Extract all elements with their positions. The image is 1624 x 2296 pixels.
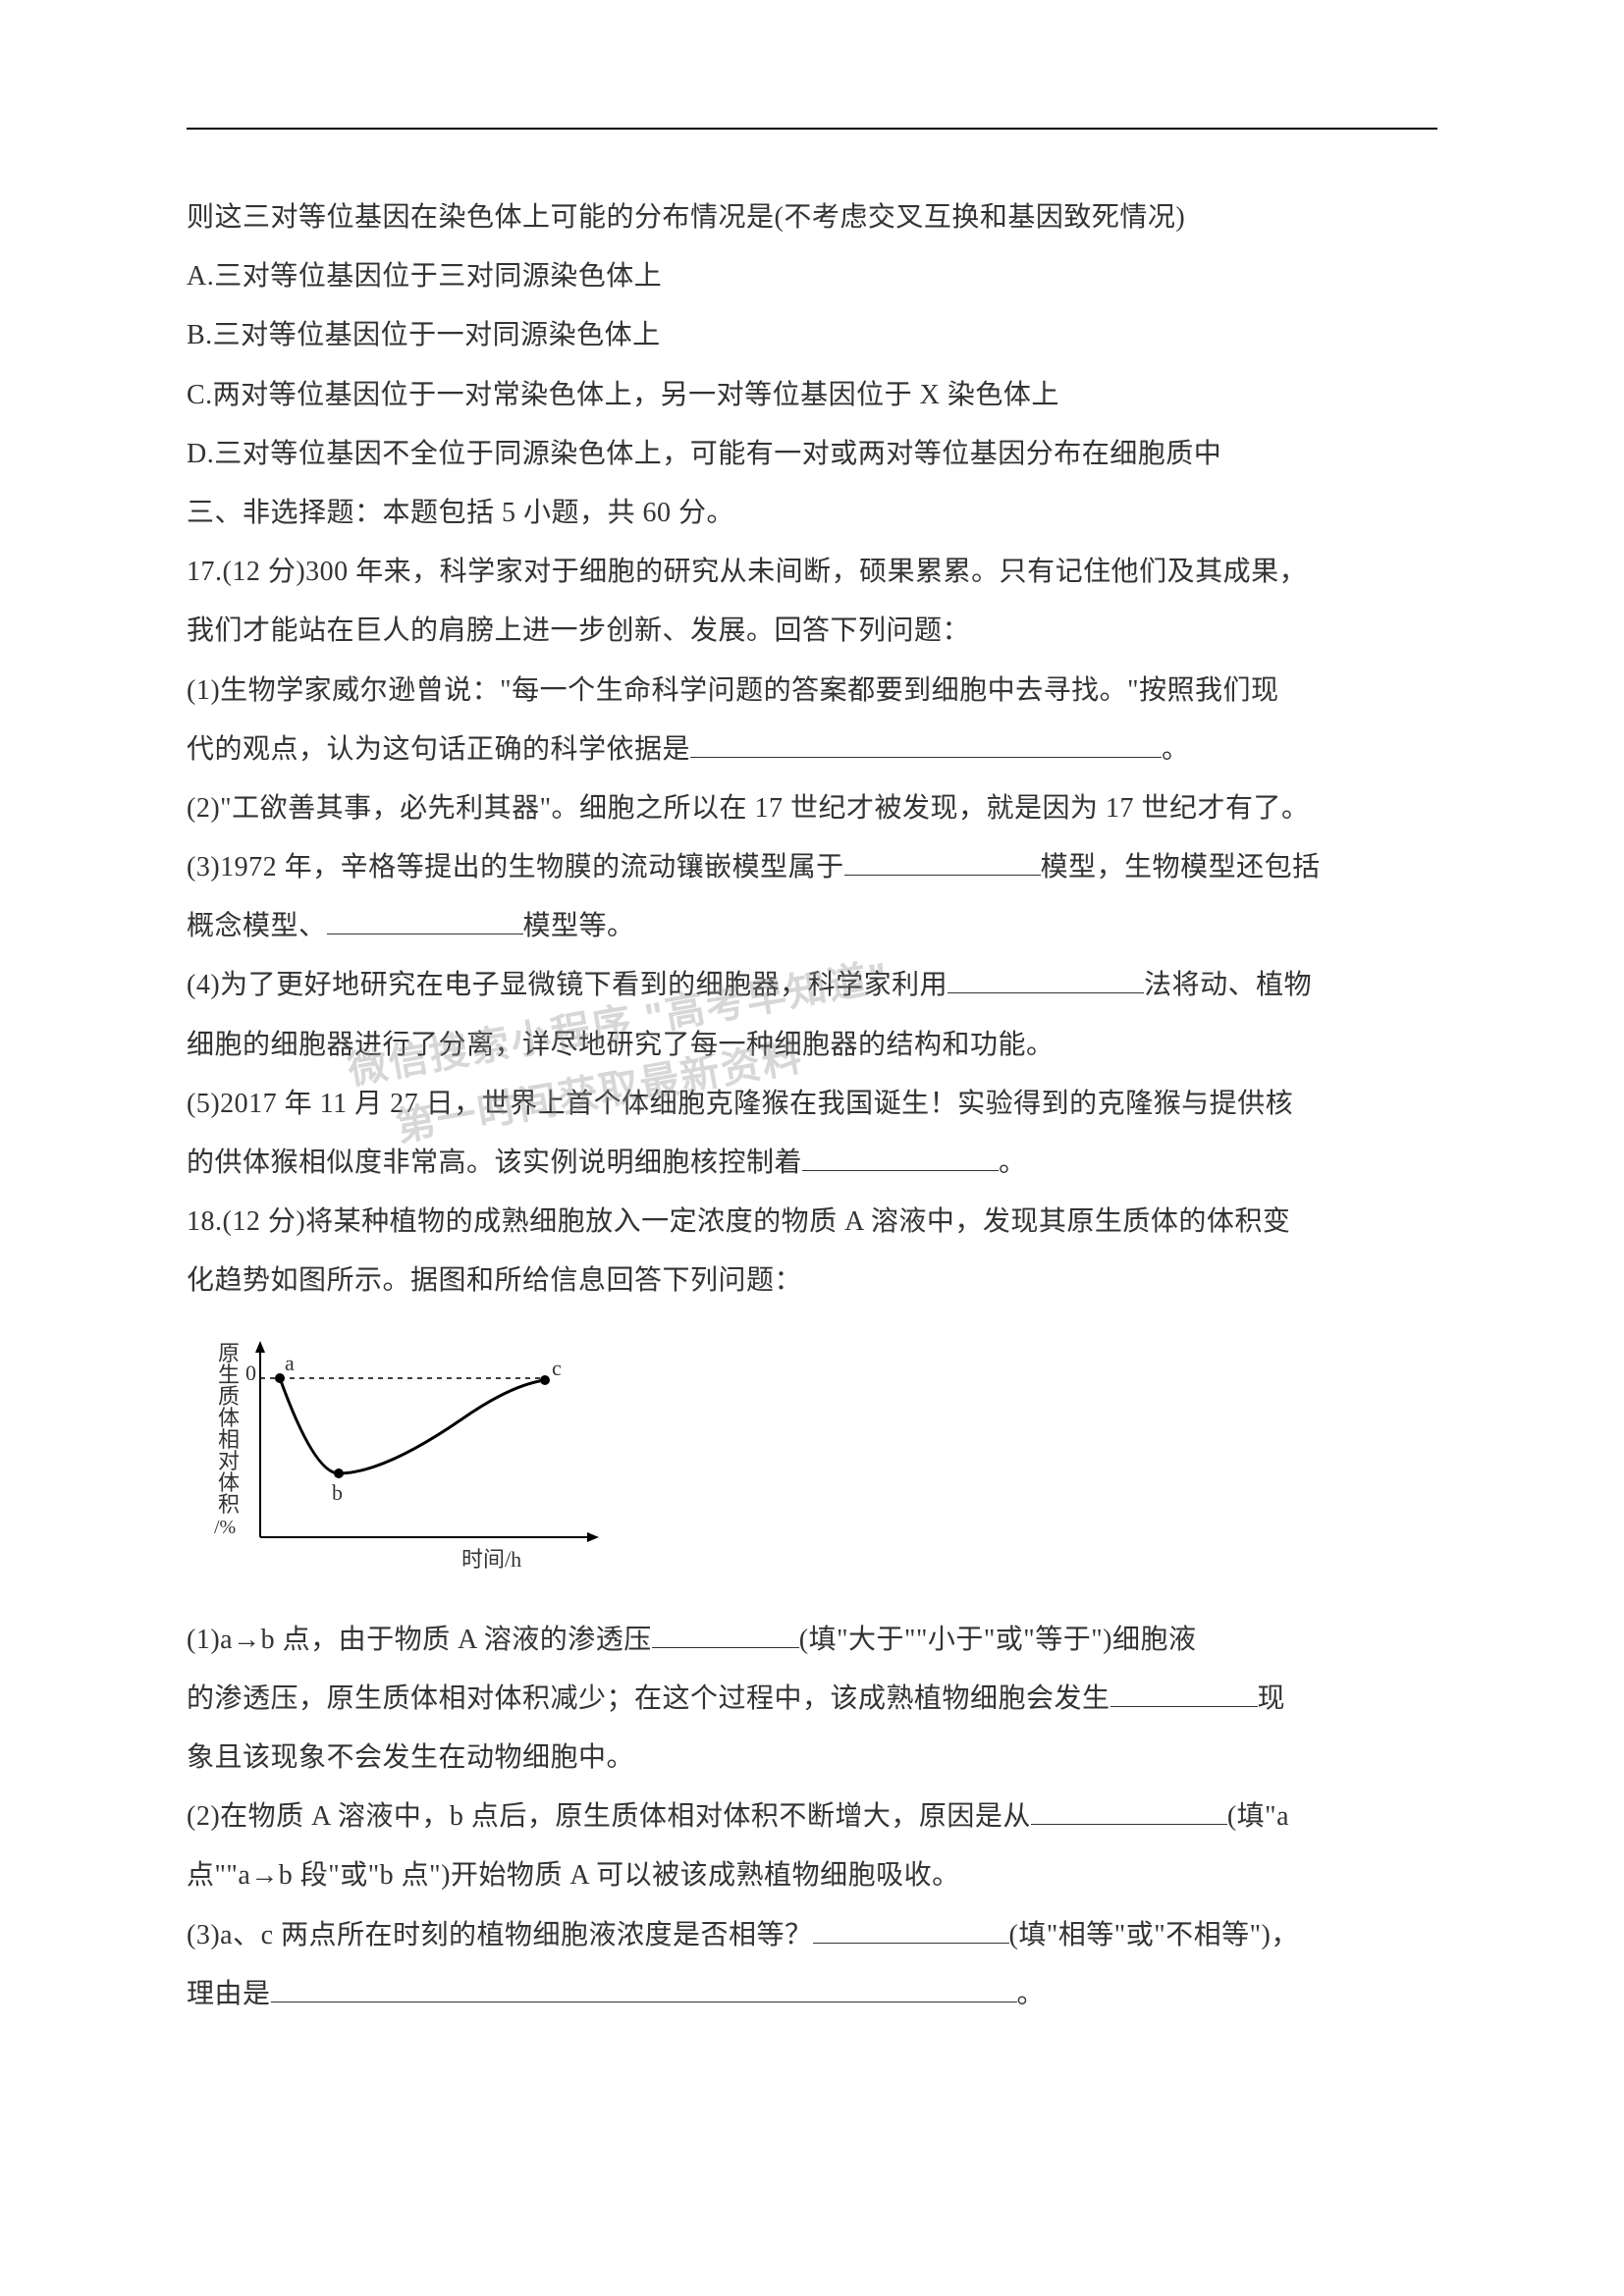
fill-blank[interactable] (690, 724, 1162, 758)
q17-sub3-text-d: 模型等。 (523, 911, 635, 941)
fill-blank[interactable] (1031, 1792, 1227, 1826)
origin-label: 0 (245, 1361, 256, 1385)
q18-sub2-line1: (2)在物质 A 溶液中，b 点后，原生质体相对体积不断增大，原因是从 (填"a (187, 1788, 1437, 1846)
q18-sub1-text-c: 的渗透压，原生质体相对体积减少；在这个过程中，该成熟植物细胞会发生 (187, 1683, 1110, 1714)
q17-sub5-line2: 的供体猴相似度非常高。该实例说明细胞核控制着 。 (187, 1134, 1437, 1193)
q18-sub3-text-a: (3)a、c 两点所在时刻的植物细胞液浓度是否相等？ (187, 1920, 813, 1950)
fill-blank[interactable] (327, 902, 523, 935)
q18-sub3-text-b: (填"相等"或"不相等")， (1009, 1920, 1299, 1950)
q18-sub1-line2: 的渗透压，原生质体相对体积减少；在这个过程中，该成熟植物细胞会发生 现 (187, 1670, 1437, 1729)
q18-sub3-line1: (3)a、c 两点所在时刻的植物细胞液浓度是否相等？ (填"相等"或"不相等")， (187, 1906, 1437, 1965)
q18-sub1-text-b: (填"大于""小于"或"等于")细胞液 (799, 1625, 1197, 1655)
fill-blank[interactable] (652, 1615, 799, 1648)
q17-sub1-line2: 代的观点，认为这句话正确的科学依据是 。 (187, 721, 1437, 779)
section-heading: 三、非选择题：本题包括 5 小题，共 60 分。 (187, 484, 1437, 543)
period: 。 (1162, 734, 1190, 765)
option-c: C.两对等位基因位于一对常染色体上，另一对等位基因位于 X 染色体上 (187, 366, 1437, 425)
point-c-label: c (552, 1356, 562, 1380)
q17-sub4-line1: (4)为了更好地研究在电子显微镜下看到的细胞器，科学家利用 法将动、植物 (187, 956, 1437, 1015)
fill-blank[interactable] (1110, 1674, 1258, 1707)
q18-sub1-line3: 象且该现象不会发生在动物细胞中。 (187, 1729, 1437, 1788)
point-c-marker (540, 1375, 550, 1385)
fill-blank[interactable] (813, 1910, 1009, 1944)
option-d: D.三对等位基因不全位于同源染色体上，可能有一对或两对等位基因分布在细胞质中 (187, 425, 1437, 484)
fill-blank[interactable] (271, 1969, 1017, 2002)
q17-sub3-text-c: 概念模型、 (187, 911, 327, 941)
q17-sub2: (2)"工欲善其事，必先利其器"。细胞之所以在 17 世纪才被发现，就是因为 1… (187, 779, 1437, 838)
volume-time-chart: 原 生 质 体 相 对 体 积 /% 0 a b c (206, 1331, 609, 1586)
q17-sub3-line1: (3)1972 年，辛格等提出的生物膜的流动镶嵌模型属于 模型，生物模型还包括 (187, 838, 1437, 897)
fill-blank[interactable] (802, 1138, 999, 1171)
chart-container: 原 生 质 体 相 对 体 积 /% 0 a b c (206, 1331, 1437, 1591)
q17-sub3-text-a: (3)1972 年，辛格等提出的生物膜的流动镶嵌模型属于 (187, 852, 844, 882)
q17-sub4-text-b: 法将动、植物 (1144, 970, 1312, 1000)
x-arrow-icon (587, 1532, 599, 1542)
q18-sub1-text-d: 现 (1258, 1683, 1286, 1714)
q18-sub3-line2: 理由是 。 (187, 1965, 1437, 2024)
q17-sub5-text: 的供体猴相似度非常高。该实例说明细胞核控制着 (187, 1148, 802, 1178)
q18-stem-line1: 18.(12 分)将某种植物的成熟细胞放入一定浓度的物质 A 溶液中，发现其原生… (187, 1193, 1437, 1252)
q17-sub4-line2: 细胞的细胞器进行了分离，详尽地研究了每一种细胞器的结构和功能。 (187, 1016, 1437, 1075)
q18-sub2-text-a: (2)在物质 A 溶液中，b 点后，原生质体相对体积不断增大，原因是从 (187, 1801, 1031, 1832)
q17-sub4-text-a: (4)为了更好地研究在电子显微镜下看到的细胞器，科学家利用 (187, 970, 947, 1000)
q17-sub1-line1: (1)生物学家威尔逊曾说："每一个生命科学问题的答案都要到细胞中去寻找。"按照我… (187, 662, 1437, 721)
xlabel: 时间/h (461, 1547, 521, 1572)
q17-sub3-line2: 概念模型、 模型等。 (187, 897, 1437, 956)
q18-sub2-line2: 点""a→b 段"或"b 点")开始物质 A 可以被该成熟植物细胞吸收。 (187, 1846, 1437, 1905)
q17-stem-line1: 17.(12 分)300 年来，科学家对于细胞的研究从未间断，硕果累累。只有记住… (187, 543, 1437, 602)
ylabel-char-7: 积 (218, 1492, 240, 1517)
q18-sub1-line1: (1)a→b 点，由于物质 A 溶液的渗透压 (填"大于""小于"或"等于")细胞… (187, 1611, 1437, 1670)
question-stem-continuation: 则这三对等位基因在染色体上可能的分布情况是(不考虑交叉互换和基因致死情况) (187, 188, 1437, 247)
top-horizontal-rule (187, 128, 1437, 130)
q17-sub1-text: 代的观点，认为这句话正确的科学依据是 (187, 734, 690, 765)
y-arrow-icon (255, 1341, 265, 1353)
q18-sub1-text-a: (1)a→b 点，由于物质 A 溶液的渗透压 (187, 1625, 652, 1655)
period: 。 (1017, 1979, 1046, 2009)
option-b: B.三对等位基因位于一对同源染色体上 (187, 306, 1437, 365)
fill-blank[interactable] (844, 842, 1041, 876)
curve-line (280, 1378, 545, 1473)
q17-sub5-line1: (5)2017 年 11 月 27 日，世界上首个体细胞克隆猴在我国诞生！实验得… (187, 1075, 1437, 1134)
q18-sub3-text-c: 理由是 (187, 1979, 271, 2009)
point-a-marker (275, 1373, 285, 1383)
fill-blank[interactable] (947, 961, 1144, 994)
point-a-label: a (285, 1351, 295, 1375)
option-a: A.三对等位基因位于三对同源染色体上 (187, 247, 1437, 306)
q17-sub3-text-b: 模型，生物模型还包括 (1041, 852, 1321, 882)
period: 。 (999, 1148, 1027, 1178)
q18-sub2-text-b: (填"a (1227, 1801, 1289, 1832)
page-container: 则这三对等位基因在染色体上可能的分布情况是(不考虑交叉互换和基因致死情况) A.… (0, 0, 1624, 2103)
ylabel-char-8: /% (214, 1517, 236, 1538)
point-b-marker (334, 1468, 344, 1478)
point-b-label: b (332, 1480, 343, 1505)
q17-stem-line2: 我们才能站在巨人的肩膀上进一步创新、发展。回答下列问题： (187, 602, 1437, 661)
q18-stem-line2: 化趋势如图所示。据图和所给信息回答下列问题： (187, 1252, 1437, 1310)
